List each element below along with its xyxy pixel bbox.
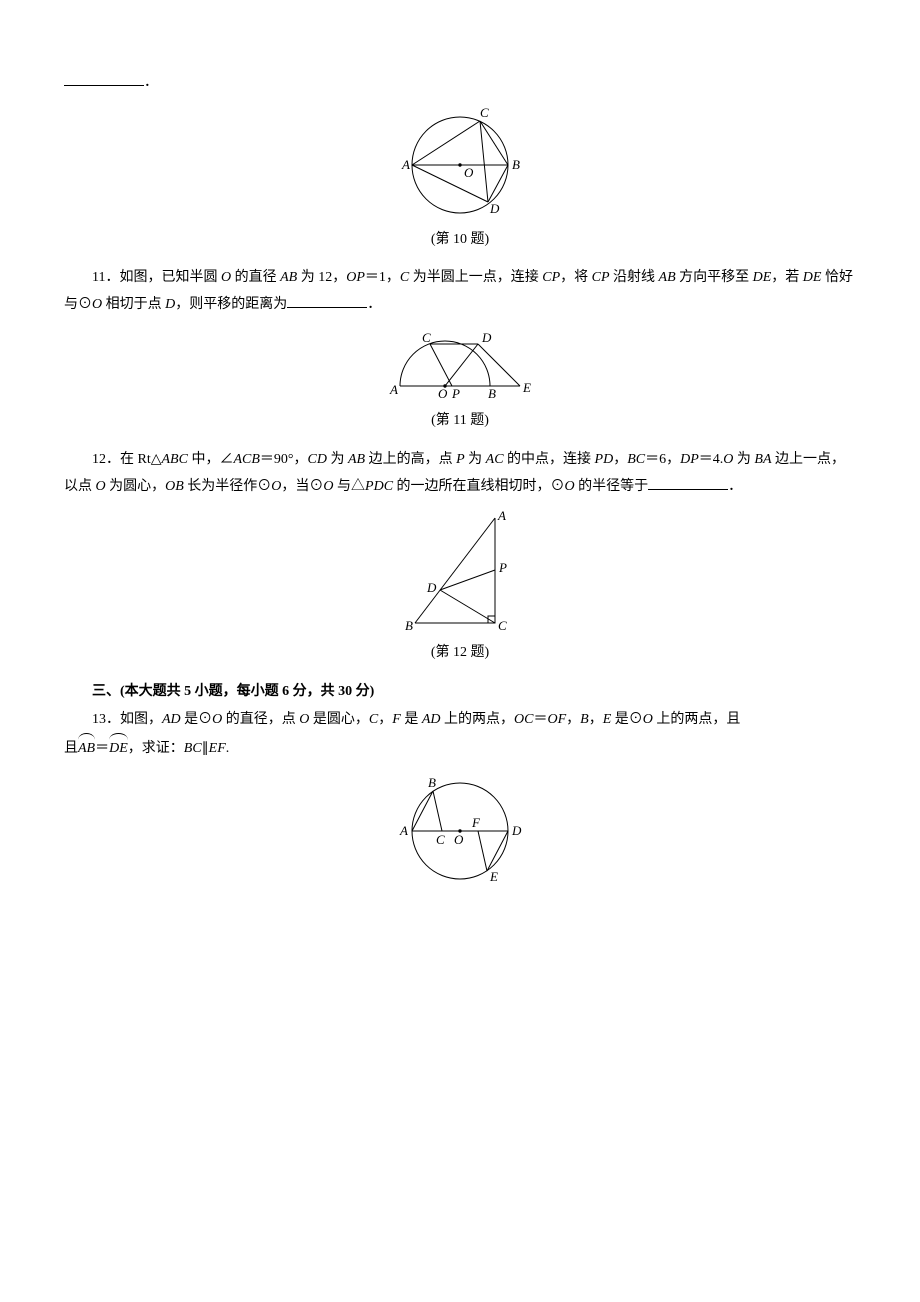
arc-DE: DE (109, 736, 128, 763)
question-12: 12．在 Rt△ABC 中，∠ACB＝90°，CD 为 AB 边上的高，点 P … (64, 447, 856, 500)
svg-text:O: O (454, 832, 464, 847)
fig10-svg: A B C D O (390, 105, 530, 225)
figure-13: A B C D E F O (64, 771, 856, 891)
period: ． (144, 75, 158, 90)
question-13-line2: 且AB＝DE，求证：BC∥EF. (64, 736, 856, 763)
svg-text:A: A (401, 157, 410, 172)
svg-text:P: P (451, 386, 460, 401)
svg-text:C: C (480, 105, 489, 120)
svg-text:B: B (405, 618, 413, 633)
svg-text:C: C (436, 832, 445, 847)
svg-text:D: D (511, 823, 522, 838)
blank-line (648, 476, 728, 490)
section-3-heading: 三、(本大题共 5 小题，每小题 6 分，共 30 分) (64, 679, 856, 706)
fig13-svg: A B C D E F O (390, 771, 530, 891)
figure-10: A B C D O (第 10 题) (64, 105, 856, 254)
svg-text:B: B (512, 157, 520, 172)
svg-text:D: D (426, 580, 437, 595)
svg-text:A: A (389, 382, 398, 397)
svg-text:C: C (498, 618, 507, 633)
svg-text:D: D (481, 330, 492, 345)
fig12-svg: A B C D P (395, 508, 525, 638)
svg-text:O: O (438, 386, 448, 401)
svg-text:B: B (428, 775, 436, 790)
svg-text:B: B (488, 386, 496, 401)
figure-12: A B C D P (第 12 题) (64, 508, 856, 667)
fig11-svg: A B C D E O P (380, 326, 540, 406)
svg-text:D: D (489, 201, 500, 216)
svg-text:P: P (498, 560, 507, 575)
svg-text:E: E (489, 869, 498, 884)
svg-text:A: A (497, 508, 506, 523)
fig11-caption: (第 11 题) (64, 408, 856, 435)
blank-line (287, 294, 367, 308)
figure-11: A B C D E O P (第 11 题) (64, 326, 856, 435)
question-13: 13．如图，AD 是⊙O 的直径，点 O 是圆心，C，F 是 AD 上的两点，O… (64, 707, 856, 734)
blank-line (64, 72, 144, 86)
svg-text:F: F (471, 815, 481, 830)
svg-text:O: O (464, 165, 474, 180)
svg-text:E: E (522, 380, 531, 395)
q10-blank-tail: ． (64, 70, 856, 97)
question-11: 11．如图，已知半圆 O 的直径 AB 为 12，OP＝1，C 为半圆上一点，连… (64, 265, 856, 318)
arc-AB: AB (78, 736, 95, 763)
svg-text:A: A (399, 823, 408, 838)
svg-text:C: C (422, 330, 431, 345)
fig10-caption: (第 10 题) (64, 227, 856, 254)
fig12-caption: (第 12 题) (64, 640, 856, 667)
